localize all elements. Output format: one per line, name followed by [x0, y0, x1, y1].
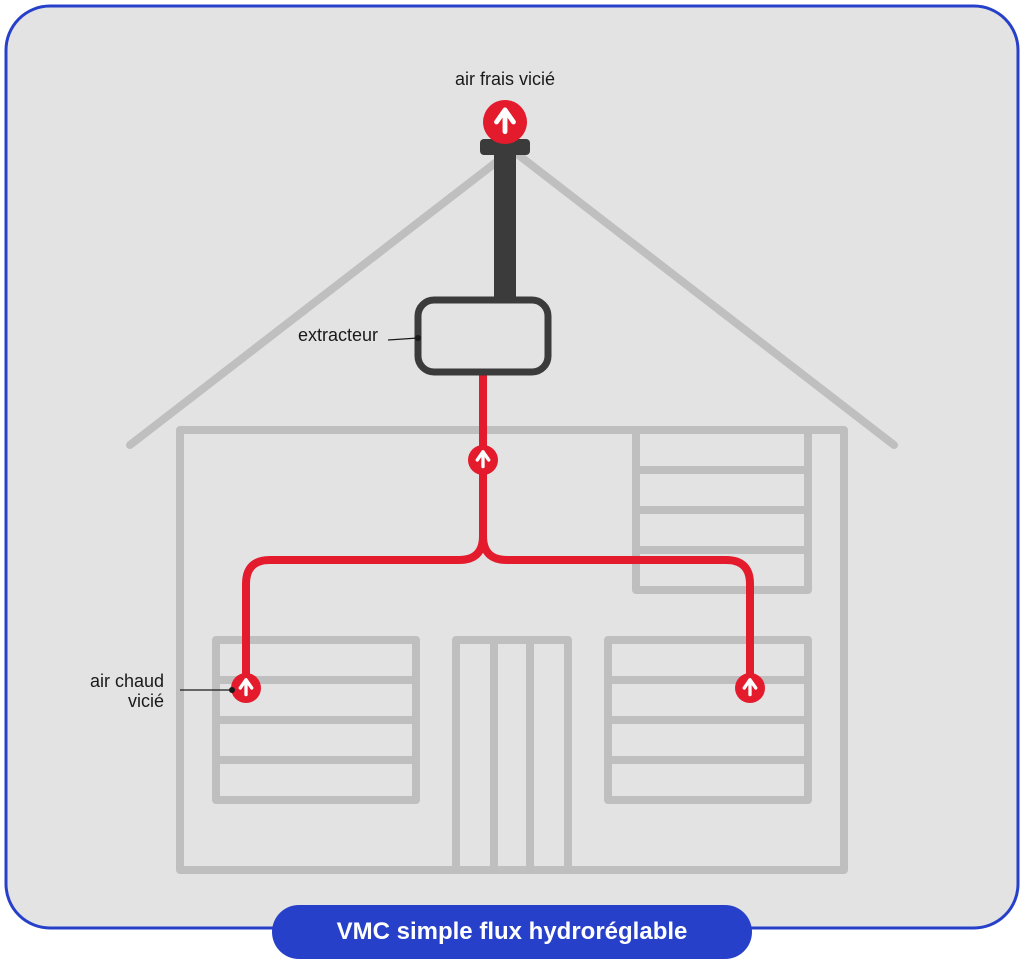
exhaust-label-text: air frais vicié	[455, 69, 555, 89]
inlet-label-line2: vicié	[128, 691, 164, 711]
extractor-label-text: extracteur	[298, 325, 378, 345]
caption-pill: VMC simple flux hydroréglable	[272, 905, 752, 959]
extractor-label: extracteur	[298, 326, 378, 346]
caption-text: VMC simple flux hydroréglable	[337, 918, 688, 946]
exhaust-label: air frais vicié	[455, 70, 555, 90]
extractor-unit	[418, 300, 548, 372]
diagram-svg	[0, 0, 1024, 967]
inlet-label: air chaud vicié	[90, 672, 164, 712]
inlet-label-line1: air chaud	[90, 671, 164, 691]
diagram-frame: air frais vicié extracteur air chaud vic…	[0, 0, 1024, 967]
